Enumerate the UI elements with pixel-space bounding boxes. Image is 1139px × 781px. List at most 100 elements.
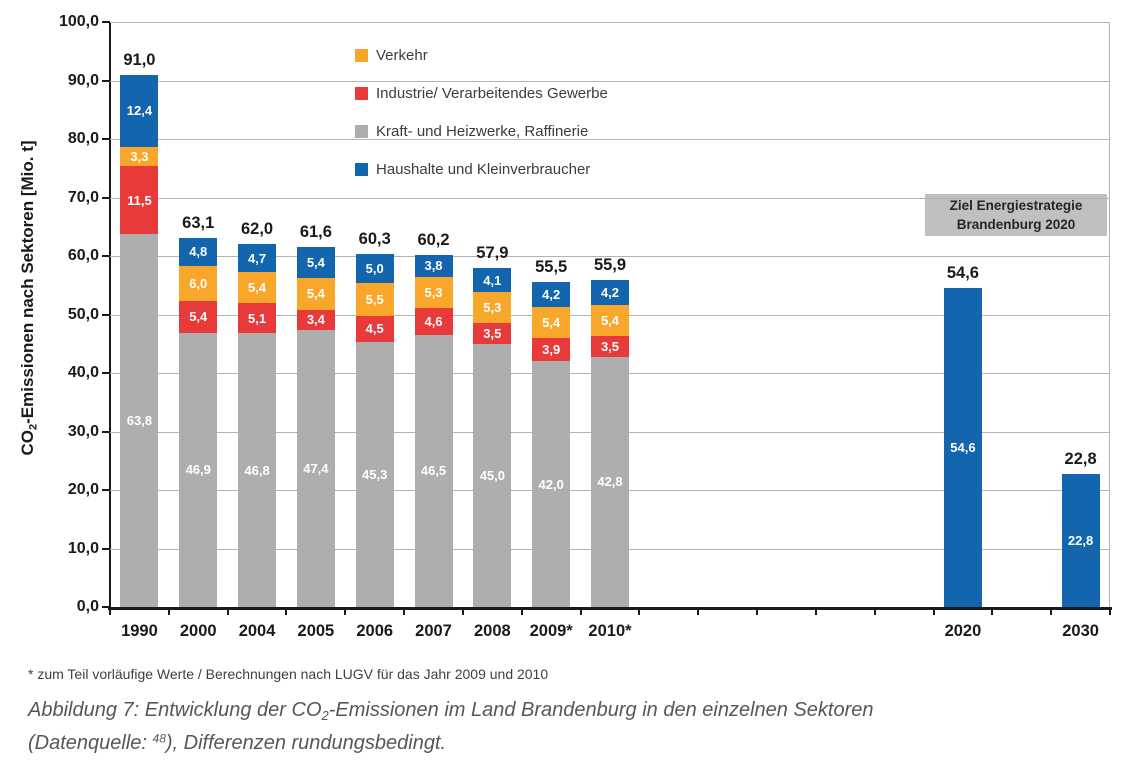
legend-swatch-kraft-icon	[355, 124, 368, 138]
bar-segment-kraft-2000: 46,9	[179, 332, 218, 607]
bar-total-label-2030: 22,8	[1064, 449, 1097, 468]
y-axis-tick	[102, 547, 110, 550]
bar-segment-haushalte-2008: 4,1	[473, 268, 512, 293]
segment-value-label: 3,8	[424, 258, 443, 274]
bar-segment-kraft-2005: 47,4	[296, 329, 335, 607]
bar-segment-industrie-2008: 3,5	[473, 323, 512, 344]
bar-segment-industrie-2009*: 3,9	[532, 338, 571, 362]
segment-value-label: 63,8	[126, 412, 153, 428]
y-tick-label: 50,0	[67, 305, 99, 323]
legend-label-verkehr: Verkehr	[376, 46, 428, 64]
x-tick-label-2004: 2004	[238, 622, 276, 640]
segment-value-label: 5,4	[600, 312, 620, 328]
bar-segment-verkehr-2010*: 5,4	[591, 304, 629, 337]
segment-value-label: 5,3	[483, 300, 502, 316]
segment-value-label: 5,4	[306, 254, 325, 270]
annotation-line-1: Ziel Energiestrategie	[949, 198, 1083, 213]
segment-value-label: 3,9	[542, 342, 561, 358]
legend-item-industrie: Industrie/ Verarbeitendes Gewerbe	[355, 84, 608, 102]
y-axis-tick	[102, 372, 110, 374]
bar-2008: 45,0 3,5 5,3 4,1 57,9	[473, 244, 512, 607]
bar-total-label-2000: 63,1	[182, 213, 215, 232]
segment-value-label: 4,2	[542, 287, 561, 303]
bar-2005: 47,4 3,4 5,4 5,4 61,6	[296, 223, 335, 607]
bar-1990: 63,8 11,5 3,3 12,4 91,0	[120, 51, 159, 607]
x-axis-tick	[873, 607, 876, 615]
bar-2006: 45,3 4,5 5,5 5,0 60,3	[355, 230, 394, 607]
segment-value-label: 5,5	[365, 292, 384, 308]
segment-value-label: 42,0	[538, 476, 564, 492]
segment-value-label: 46,5	[420, 463, 447, 479]
x-axis-tick	[756, 607, 759, 615]
gridline-90	[110, 80, 1110, 82]
segment-value-label: 4,1	[483, 272, 502, 288]
segment-value-label: 12,4	[126, 103, 153, 119]
segment-value-label: 5,4	[542, 315, 561, 331]
x-tick-label-2008: 2008	[473, 622, 511, 640]
x-axis-tick	[814, 607, 817, 615]
legend-swatch-haushalte-icon	[355, 162, 368, 176]
gridline-80	[110, 139, 1110, 140]
bar-segment-verkehr-2007: 5,3	[414, 277, 453, 309]
bar-segment-industrie-2007: 4,6	[414, 308, 453, 335]
x-axis-tick	[579, 607, 582, 615]
x-axis-tick	[697, 607, 700, 615]
bar-segment-kraft-2010*: 42,8	[591, 356, 629, 607]
bar-2030: 22,8 22,8	[1061, 450, 1100, 607]
segment-value-label: 5,0	[365, 261, 384, 277]
x-tick-label-2030: 2030	[1062, 622, 1099, 640]
x-axis-tick	[285, 607, 288, 615]
segment-value-label: 6,0	[189, 275, 208, 291]
x-axis-line	[108, 607, 1112, 610]
bar-segment-haushalte-2006: 5,0	[355, 254, 394, 284]
gridline-60	[110, 256, 1110, 257]
y-axis-tick	[102, 489, 110, 491]
bar-total-label-2006: 60,3	[358, 230, 391, 249]
bar-segment-industrie-2006: 4,5	[355, 315, 394, 342]
y-tick-label: 20,0	[67, 481, 99, 498]
segment-value-label: 45,0	[479, 467, 505, 483]
segment-value-label: 42,8	[597, 474, 623, 490]
x-axis-tick	[520, 607, 523, 615]
bar-total-label-2008: 57,9	[476, 244, 509, 263]
x-axis-tick	[167, 607, 170, 615]
x-tick-label-1990: 1990	[121, 622, 158, 640]
annotation-line-2: Brandenburg 2020	[956, 217, 1076, 232]
x-axis-tick	[932, 607, 935, 615]
legend-label-industrie: Industrie/ Verarbeitendes Gewerbe	[376, 84, 608, 102]
x-axis-tick	[638, 607, 641, 615]
co2-emissions-chart-plot-area: Verkehr Industrie/ Verarbeitendes Gewerbe…	[59, 13, 1112, 640]
bar-total-label-2009*: 55,5	[535, 258, 568, 277]
bar-segment-kraft-2009*: 42,0	[532, 361, 571, 607]
y-tick-label: 70,0	[67, 188, 99, 206]
x-axis-tick	[109, 607, 111, 615]
segment-value-label: 5,4	[248, 280, 267, 296]
bar-segment-verkehr-2000: 6,0	[179, 265, 218, 302]
legend-swatch-industrie-icon	[355, 86, 368, 100]
y-tick-label: 0,0	[76, 598, 99, 615]
gridline-100	[110, 22, 1110, 23]
bar-segment-haushalte-2009*: 4,2	[532, 282, 571, 307]
bar-segment-haushalte-2010*: 4,2	[591, 279, 629, 305]
x-tick-label-2006: 2006	[356, 622, 394, 640]
bar-segment-verkehr-2005: 5,4	[296, 278, 335, 310]
segment-value-label: 54,6	[950, 439, 976, 455]
bar-segment-kraft-2004: 46,8	[238, 333, 277, 607]
figure-caption: Abbildung 7: Entwicklung der CO2-Emissio…	[28, 694, 874, 760]
bar-segment-verkehr-2006: 5,5	[355, 283, 394, 316]
bar-segment-haushalte-2000: 4,8	[179, 237, 218, 266]
bar-segment-haushalte-2004: 4,7	[238, 244, 277, 272]
segment-value-label: 3,5	[483, 326, 502, 341]
bar-segment-kraft-2006: 45,3	[355, 341, 394, 607]
bar-segment-kraft-2008: 45,0	[473, 343, 512, 607]
legend-item-kraft: Kraft- und Heizwerke, Raffinerie	[355, 123, 588, 140]
y-tick-label: 80,0	[67, 130, 99, 147]
x-axis-tick	[403, 607, 406, 615]
y-tick-label: 10,0	[67, 539, 99, 557]
bar-segment-haushalte-1990: 12,4	[120, 74, 159, 148]
ziel-energiestrategie-annotation: Ziel Energiestrategie Brandenburg 2020	[925, 194, 1107, 236]
bar-total-label-2007: 60,2	[417, 230, 450, 249]
segment-value-label: 4,2	[600, 284, 620, 300]
bar-total-label-1990: 91,0	[123, 50, 156, 69]
